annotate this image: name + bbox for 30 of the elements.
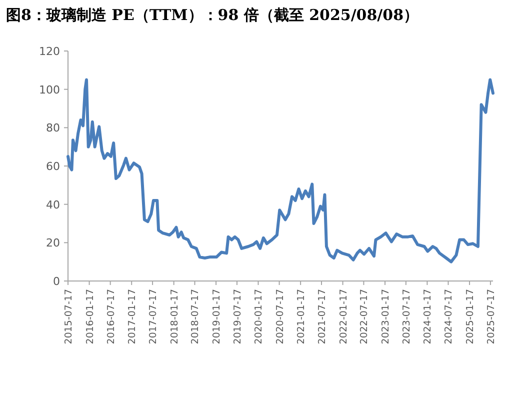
x-tick-label: 2024-07-17 xyxy=(444,289,455,344)
x-tick-label: 2019-01-17 xyxy=(212,289,223,344)
y-tick-label: 20 xyxy=(46,236,60,250)
x-tick-label: 2023-01-17 xyxy=(380,289,392,344)
x-tick-label: 2015-07-17 xyxy=(64,289,74,344)
x-tick-label: 2017-07-17 xyxy=(148,289,160,344)
x-tick-label: 2016-07-17 xyxy=(106,289,117,344)
x-tick-label: 2025-07-17 xyxy=(486,289,497,344)
x-tick-label: 2022-07-17 xyxy=(359,289,370,344)
x-tick-label: 2018-07-17 xyxy=(190,289,202,344)
x-tick-label: 2025-01-17 xyxy=(465,289,476,344)
line-series xyxy=(66,78,494,264)
y-tick-label: 60 xyxy=(46,160,60,173)
y-tick-label: 120 xyxy=(39,45,60,58)
x-tick-label: 2020-01-17 xyxy=(254,289,265,344)
x-tick-label: 2017-01-17 xyxy=(127,289,138,344)
y-tick-label: 40 xyxy=(46,198,60,212)
y-tick-label: 0 xyxy=(53,275,60,288)
x-tick-label: 2019-07-17 xyxy=(232,289,244,344)
x-tick-label: 2021-01-17 xyxy=(296,289,308,344)
x-tick-label: 2020-07-17 xyxy=(274,289,286,344)
x-tick-label: 2022-01-17 xyxy=(338,289,350,344)
x-tick-label: 2021-07-17 xyxy=(316,289,328,344)
y-tick-label: 100 xyxy=(39,83,60,96)
x-tick-label: 2018-01-17 xyxy=(169,289,180,344)
x-tick-label: 2016-01-17 xyxy=(84,289,96,344)
y-tick-label: 80 xyxy=(46,122,60,135)
chart-title: 图8：玻璃制造 PE（TTM）：98 倍（截至 2025/08/08） xyxy=(6,6,419,24)
x-tick-label: 2024-01-17 xyxy=(422,289,434,344)
x-tick-label: 2023-07-17 xyxy=(401,289,412,344)
